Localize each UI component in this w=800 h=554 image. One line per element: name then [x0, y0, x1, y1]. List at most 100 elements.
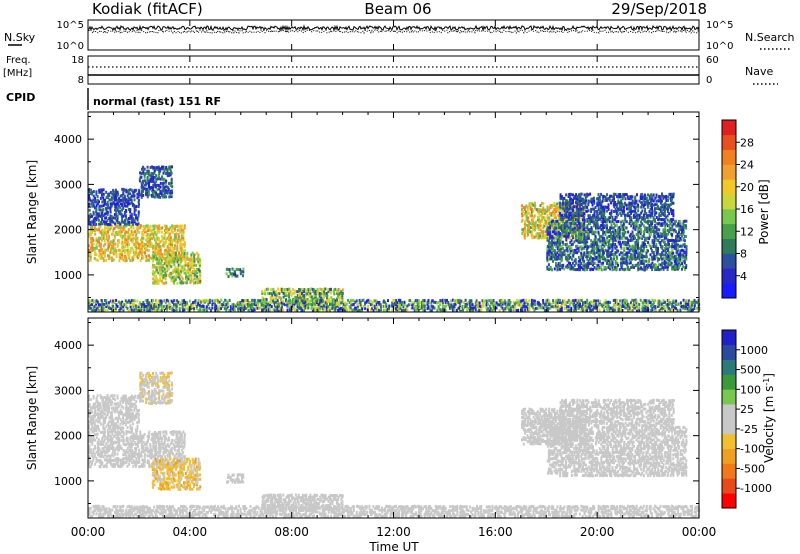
heatmap-cell-power — [576, 212, 579, 216]
heatmap-cell-power — [146, 309, 149, 312]
heatmap-cell-power — [125, 216, 128, 220]
heatmap-cell-power — [580, 251, 583, 255]
heatmap-cell-power — [137, 246, 140, 250]
heatmap-cell-power — [135, 251, 138, 255]
heatmap-cell-power — [681, 262, 684, 265]
heatmap-cell-power — [142, 305, 144, 309]
heatmap-cell-power — [552, 210, 555, 214]
heatmap-cell-power — [163, 167, 166, 171]
heatmap-cell-power — [138, 190, 141, 194]
heatmap-cell-power — [152, 232, 155, 236]
heatmap-cell-power — [655, 264, 658, 268]
heatmap-cell-power — [151, 188, 154, 191]
heatmap-cell-power — [132, 224, 135, 228]
heatmap-cell-power — [601, 243, 604, 247]
heatmap-cell-power — [322, 288, 325, 292]
heatmap-cell-power — [135, 240, 138, 244]
heatmap-cell-power — [139, 224, 142, 228]
heatmap-cell-power — [606, 218, 609, 222]
heatmap-cell-power — [582, 219, 584, 223]
heatmap-cell-power — [166, 168, 169, 172]
heatmap-cell-power — [324, 301, 327, 305]
heatmap-cell-power — [587, 214, 590, 218]
heatmap-cell-power — [286, 308, 289, 312]
heatmap-cell-power — [653, 257, 656, 261]
heatmap-cell-power — [554, 253, 557, 257]
heatmap-cell-power — [300, 297, 303, 301]
heatmap-cell-power — [179, 273, 182, 277]
heatmap-cell-power — [572, 208, 575, 212]
heatmap-cell-power — [235, 304, 238, 308]
heatmap-cell-power — [172, 269, 175, 273]
heatmap-cell-power — [615, 237, 618, 241]
heatmap-cell-power — [161, 165, 163, 169]
heatmap-cell-power — [585, 205, 587, 209]
heatmap-cell-power — [421, 303, 424, 307]
heatmap-cell-power — [603, 225, 606, 229]
heatmap-cell-power — [662, 234, 665, 238]
heatmap-cell-power — [579, 199, 581, 203]
heatmap-cell-power — [548, 222, 551, 226]
heatmap-cell-power — [154, 241, 157, 245]
heatmap-cell-power — [187, 263, 190, 267]
heatmap-cell-power — [175, 232, 178, 236]
heatmap-cell-power — [642, 197, 645, 201]
heatmap-cell-power — [377, 301, 380, 305]
heatmap-cell-power — [268, 292, 271, 296]
heatmap-cell-power — [114, 208, 117, 212]
heatmap-cell-power — [153, 281, 156, 285]
heatmap-cell-power — [168, 182, 171, 185]
heatmap-cell-power — [162, 167, 165, 171]
heatmap-cell-power — [583, 206, 586, 209]
heatmap-cell-power — [187, 257, 190, 261]
heatmap-cell-power — [630, 257, 633, 261]
heatmap-cell-power — [523, 226, 526, 230]
heatmap-cell-power — [586, 255, 589, 259]
heatmap-cell-power — [672, 265, 675, 269]
heatmap-cell-power — [655, 216, 658, 219]
heatmap-cell-power — [635, 199, 638, 203]
heatmap-cell-power — [553, 221, 556, 225]
heatmap-cell-power — [92, 246, 95, 250]
heatmap-cell-power — [668, 230, 671, 234]
heatmap-cell-power — [597, 203, 600, 207]
heatmap-cell-power — [579, 255, 582, 259]
heatmap-cell-power — [155, 246, 158, 250]
heatmap-cell-power — [115, 298, 118, 302]
heatmap-cell-power — [170, 228, 173, 232]
heatmap-cell-power — [94, 308, 97, 312]
heatmap-cell-power — [95, 302, 98, 306]
heatmap-cell-power — [154, 251, 157, 255]
heatmap-cell-power — [149, 177, 152, 181]
heatmap-cell-power — [143, 228, 146, 232]
heatmap-cell-power — [577, 197, 580, 201]
heatmap-cell-power — [646, 205, 649, 209]
heatmap-cell-power — [617, 235, 620, 239]
heatmap-cell-power — [317, 292, 320, 296]
heatmap-cell-power — [134, 251, 137, 255]
heatmap-cell-power — [239, 302, 242, 306]
heatmap-cell-power — [559, 239, 562, 243]
heatmap-cell-power — [535, 208, 538, 212]
heatmap-cell-power — [662, 196, 665, 200]
heatmap-cell-power — [630, 197, 633, 201]
heatmap-cell-power — [595, 267, 598, 271]
heatmap-cell-power — [536, 226, 539, 230]
heatmap-cell-power — [561, 264, 563, 268]
heatmap-cell-power — [631, 199, 634, 203]
heatmap-cell-power — [523, 223, 526, 227]
heatmap-cell-power — [351, 299, 354, 302]
heatmap-cell-power — [617, 195, 620, 199]
heatmap-cell-power — [613, 205, 616, 209]
heatmap-cell-power — [138, 177, 141, 181]
heatmap-cell-power — [290, 301, 293, 305]
heatmap-cell-power — [184, 281, 187, 285]
heatmap-cell-power — [593, 214, 596, 218]
heatmap-cell-power — [593, 220, 596, 224]
heatmap-cell-power — [590, 259, 593, 263]
heatmap-cell-power — [398, 301, 401, 304]
heatmap-cell-power — [166, 236, 169, 240]
heatmap-cell-power — [228, 298, 231, 302]
heatmap-cell-power — [602, 261, 605, 265]
heatmap-cell-power — [252, 309, 255, 313]
